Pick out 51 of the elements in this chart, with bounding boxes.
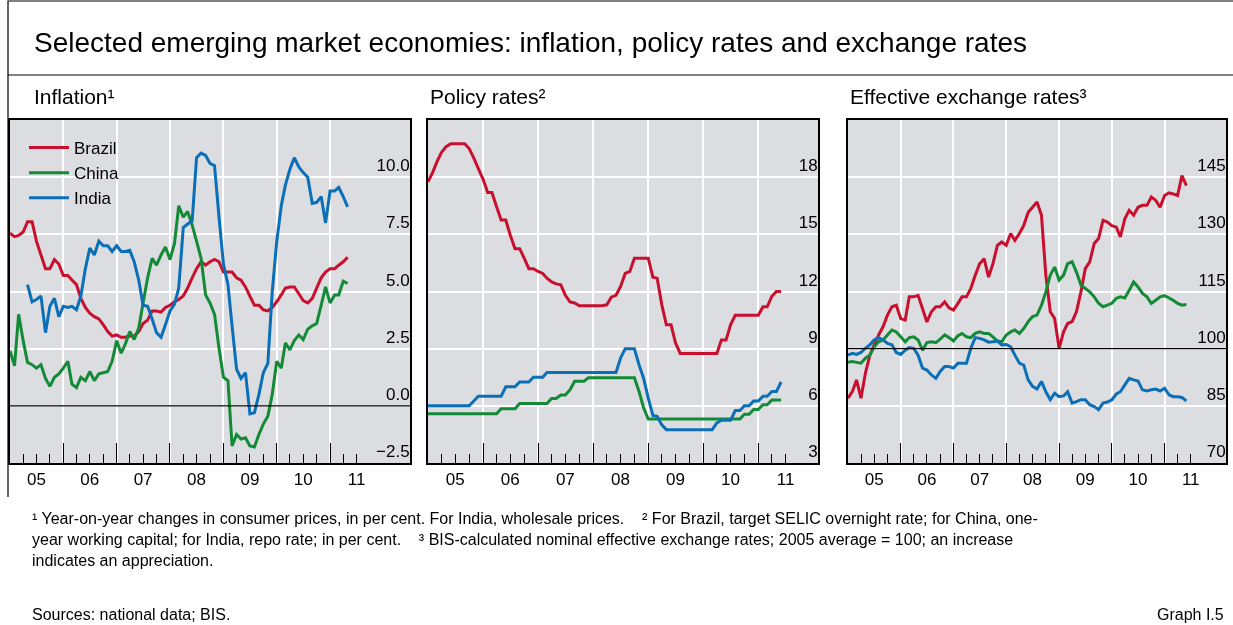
x-tick-label: 08: [187, 470, 207, 490]
y-tick-label: 2.5: [385, 327, 410, 347]
y-tick-label: 100: [1197, 327, 1226, 347]
x-tick-label: 10: [721, 470, 741, 490]
x-tick-label: 06: [917, 470, 937, 490]
x-tick-label: 09: [666, 470, 685, 490]
y-tick-label: 6: [808, 384, 818, 404]
x-tick-label: 11: [1181, 470, 1200, 490]
x-tick-label: 11: [776, 470, 795, 490]
x-tick-label: 06: [500, 470, 520, 490]
y-tick-label: 15: [798, 213, 818, 233]
legend-label: Brazil: [74, 139, 117, 159]
legend-label: India: [74, 189, 112, 209]
y-tick-label: 85: [1206, 384, 1226, 404]
y-tick-label: 10.0: [376, 156, 410, 176]
x-tick-label: 07: [970, 470, 990, 490]
x-tick-label: 09: [1075, 470, 1095, 490]
legend-label: China: [74, 164, 119, 184]
text: Selected emerging market economies: inflation, policy rates and exchange rates: [34, 27, 1027, 58]
y-tick-label: 70: [1206, 442, 1226, 462]
text: ¹ Year-on-year changes in consumer prices, in per cent. For India, wholesale prices. ² For Brazil, target SELIC overnight rate; for China, one-: [32, 510, 1038, 527]
chart-title: Inflation¹: [34, 85, 115, 108]
text: year working capital; for India, repo rate; in per cent. ³ BIS-calculated nominal effective exchange rates; 2005 average = 100; an increase: [32, 530, 1014, 548]
y-tick-label: 12: [798, 270, 818, 290]
text: Graph I.5: [1157, 606, 1224, 623]
chart-title: Effective exchange rates³: [850, 85, 1087, 108]
x-tick-label: 10: [293, 470, 313, 490]
x-tick-label: 06: [80, 470, 100, 490]
x-tick-label: 05: [26, 470, 46, 490]
x-tick-label: 05: [864, 470, 884, 490]
y-tick-label: 145: [1197, 156, 1226, 176]
x-tick-label: 08: [1023, 470, 1042, 490]
y-tick-label: 115: [1198, 270, 1226, 290]
text: indicates an appreciation.: [32, 551, 214, 569]
y-tick-label: 130: [1197, 213, 1226, 233]
y-tick-label: 18: [798, 156, 818, 176]
x-tick-label: 09: [240, 470, 260, 490]
x-tick-label: 11: [347, 470, 366, 490]
chart-title: Policy rates²: [430, 85, 546, 108]
x-tick-label: 10: [1128, 470, 1148, 490]
y-tick-label: 3: [808, 442, 818, 462]
y-tick-label: 5.0: [385, 270, 410, 290]
y-tick-label: 0.0: [385, 384, 410, 404]
x-tick-label: 05: [445, 470, 465, 490]
y-tick-label: 9: [808, 327, 818, 347]
x-tick-label: 08: [611, 470, 630, 490]
x-tick-label: 07: [133, 470, 153, 490]
source-note: Sources: national data; BIS.: [32, 606, 231, 623]
x-tick-label: 07: [555, 470, 575, 490]
y-tick-label: 7.5: [385, 213, 410, 233]
y-tick-label: −2.5: [376, 442, 410, 462]
